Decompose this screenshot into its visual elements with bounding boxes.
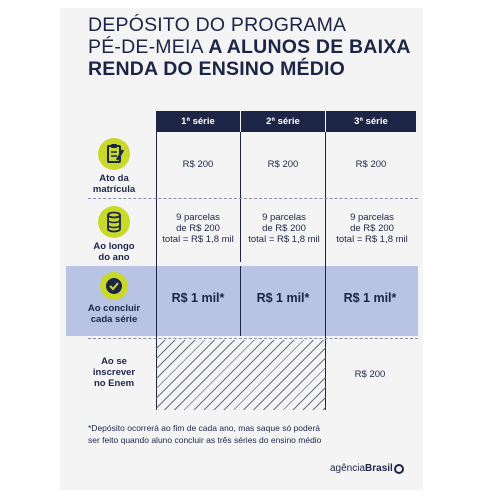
row-label-matricula: Ato da matrícula [72,138,156,195]
column-divider-3 [325,132,326,410]
title-line-1: DEPÓSITO DO PROGRAMA [88,14,347,36]
cell-line: total = R$ 1,8 mil [162,234,234,245]
infographic-title: DEPÓSITO DO PROGRAMA PÉ-DE-MEIA A ALUNOS… [88,14,418,80]
row-separator-3 [88,338,418,339]
title-line-2-bold: A ALUNOS DE BAIXA [208,36,411,58]
cell-r1-c1: R$ 200 [182,159,214,170]
row-label-line: Ao se [101,356,127,367]
column-divider-2b [240,266,241,336]
row-label-line: matrícula [92,184,136,195]
logo-ring-icon [393,463,404,474]
row-label-line: inscrever [92,367,136,378]
cell-line: de R$ 200 [262,223,306,234]
cell-line: total = R$ 1,8 mil [248,234,320,245]
cell-line: 9 parcelas [262,212,306,223]
row-separator-1 [88,198,418,199]
coins-stack-icon [98,206,130,238]
cell-r2-c1: 9 parcelas de R$ 200 total = R$ 1,8 mil [155,212,241,245]
title-line-2-regular: PÉ-DE-MEIA [88,36,209,58]
row-label-line: cada série [90,314,138,325]
cell-r1-c2: R$ 200 [267,159,299,170]
row-label-line: Ao longo [93,241,135,252]
footnote-line-2: ser feito quando aluno concluir as três … [88,435,322,445]
cell-r3-c1: R$ 1 mil* [171,291,225,305]
row-label-enem: Ao se inscrever no Enem [72,356,156,389]
footnote: *Depósito ocorrerá ao fim de cada ano, m… [88,422,418,446]
cell-line: de R$ 200 [350,223,394,234]
row-label-ao-concluir: Ao concluir cada série [72,272,156,325]
agencia-brasil-logo: agência Brasil [330,463,404,474]
cell-r4-c3: R$ 200 [354,369,386,380]
cell-line: total = R$ 1,8 mil [336,234,408,245]
check-circle-icon [100,272,128,300]
column-header-1: 1ª série [156,111,240,132]
row-label-line: Ato da [99,173,129,184]
title-line-3: RENDA DO ENSINO MÉDIO [88,58,345,80]
column-header-3: 3ª série [326,111,416,132]
logo-regular-text: agência [330,463,366,474]
cell-r1-c3: R$ 200 [355,159,387,170]
cell-line: de R$ 200 [176,223,220,234]
row-label-line: do ano [98,252,130,263]
column-header-2: 2ª série [241,111,325,132]
cell-r3-c2: R$ 1 mil* [256,291,310,305]
cell-r3-c3: R$ 1 mil* [343,291,397,305]
row-label-line: no Enem [93,378,135,389]
cell-r2-c2: 9 parcelas de R$ 200 total = R$ 1,8 mil [241,212,327,245]
clipboard-check-icon [98,138,130,170]
not-applicable-hatch [156,340,326,410]
title-line-2: PÉ-DE-MEIA A ALUNOS DE BAIXA [88,36,418,58]
row-label-ao-longo: Ao longo do ano [72,206,156,263]
logo-bold-text: Brasil [365,463,393,474]
footnote-line-1: *Depósito ocorrerá ao fim de cada ano, m… [88,423,320,433]
cell-line: 9 parcelas [176,212,220,223]
row-label-line: Ao concluir [87,303,141,314]
cell-r2-c3: 9 parcelas de R$ 200 total = R$ 1,8 mil [329,212,415,245]
cell-line: 9 parcelas [350,212,394,223]
column-divider-1 [156,132,157,410]
column-divider-2 [240,132,241,262]
